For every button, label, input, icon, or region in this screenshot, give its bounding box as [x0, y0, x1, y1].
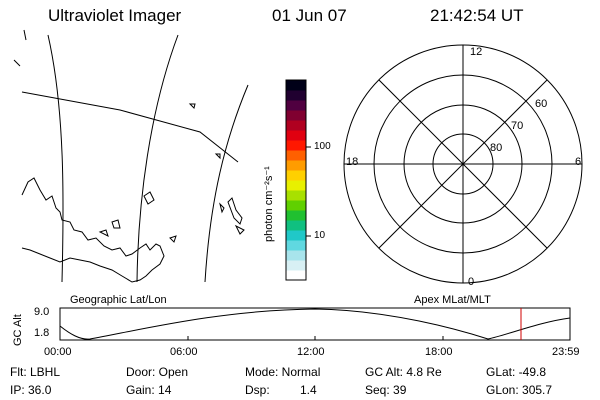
- gain-info: Gain: 14: [126, 383, 172, 397]
- colorbar-unit-label: photon cm⁻²s⁻¹: [263, 166, 275, 242]
- x-tick-0600: 06:00: [170, 346, 198, 358]
- polar-lat-label-60: 60: [535, 98, 548, 110]
- x-tick-1800: 18:00: [425, 346, 453, 358]
- time-label: 21:42:54 UT: [430, 6, 524, 25]
- colorbar-label-10: 10: [314, 230, 326, 241]
- colorbar-swatch: [286, 180, 306, 191]
- colorbar-label-100: 100: [314, 141, 331, 152]
- colorbar-swatch: [286, 170, 306, 181]
- polar-label-6: 6: [575, 156, 582, 168]
- colorbar-swatch: [286, 90, 306, 101]
- altitude-plot: [59, 307, 571, 341]
- colorbar-frame: [285, 79, 307, 281]
- colorbar-swatch: [286, 160, 306, 171]
- colorbar-swatch: [286, 240, 306, 251]
- colorbar-swatch: [286, 130, 306, 141]
- polar-label-0: 0: [468, 276, 475, 288]
- altitude-plot-frame: [59, 307, 571, 341]
- door-info: Door: Open: [126, 365, 189, 379]
- colorbar-swatch: [286, 230, 306, 241]
- x-tick-1200: 12:00: [297, 346, 325, 358]
- x-tick-2359: 23:59: [552, 346, 580, 358]
- map-parallel: [21, 91, 239, 163]
- altitude-ylabel: GC Alt: [12, 314, 24, 346]
- colorbar-swatch: [286, 100, 306, 111]
- map-meridian-3: [204, 84, 249, 283]
- apex-label: Apex MLat/MLT: [414, 294, 491, 306]
- polar-lat-label-70: 70: [511, 120, 524, 132]
- colorbar-swatch: [286, 110, 306, 121]
- ip-info: IP: 36.0: [10, 383, 52, 397]
- map-meridian-1: [47, 34, 64, 283]
- polar-diagonal-2: [378, 79, 548, 249]
- glon-info: GLon: 305.7: [486, 383, 553, 397]
- map-meridian-2: [136, 34, 179, 283]
- altitude-y-max: 9.0: [34, 306, 50, 318]
- polar-plot: [343, 44, 583, 284]
- map-corner-marks: [13, 29, 27, 67]
- colorbar-swatch: [286, 250, 306, 261]
- x-tick-0000: 00:00: [44, 346, 72, 358]
- colorbar-swatch: [286, 190, 306, 201]
- colorbar-swatches: [286, 80, 306, 281]
- coastline-islands: [98, 103, 245, 243]
- date-label: 01 Jun 07: [272, 6, 347, 25]
- geographic-map: [13, 29, 249, 283]
- colorbar: [285, 79, 311, 281]
- dsp-value: 1.4: [300, 383, 317, 397]
- colorbar-swatch: [286, 220, 306, 231]
- polar-lat-label-80: 80: [490, 142, 503, 154]
- glat-info: GLat: -49.8: [486, 365, 547, 379]
- colorbar-swatch: [286, 80, 306, 91]
- seq-info: Seq: 39: [365, 383, 407, 397]
- coastline-main: [21, 177, 165, 283]
- app-title: Ultraviolet Imager: [48, 6, 182, 25]
- colorbar-swatch: [286, 210, 306, 221]
- gc-alt-info: GC Alt: 4.8 Re: [365, 365, 442, 379]
- colorbar-swatch: [286, 200, 306, 211]
- altitude-y-min: 1.8: [34, 327, 50, 339]
- geographic-label: Geographic Lat/Lon: [70, 294, 167, 306]
- mode-info: Mode: Normal: [245, 365, 321, 379]
- colorbar-swatch: [286, 150, 306, 161]
- colorbar-swatch: [286, 270, 306, 281]
- dsp-label: Dsp:: [245, 383, 270, 397]
- filter-info: Flt: LBHL: [10, 365, 61, 379]
- colorbar-swatch: [286, 120, 306, 131]
- colorbar-swatch: [286, 140, 306, 151]
- altitude-x-ticks: [187, 336, 444, 340]
- polar-label-12: 12: [470, 46, 483, 58]
- colorbar-swatch: [286, 260, 306, 271]
- polar-label-18: 18: [346, 156, 359, 168]
- altitude-curve: [59, 308, 571, 340]
